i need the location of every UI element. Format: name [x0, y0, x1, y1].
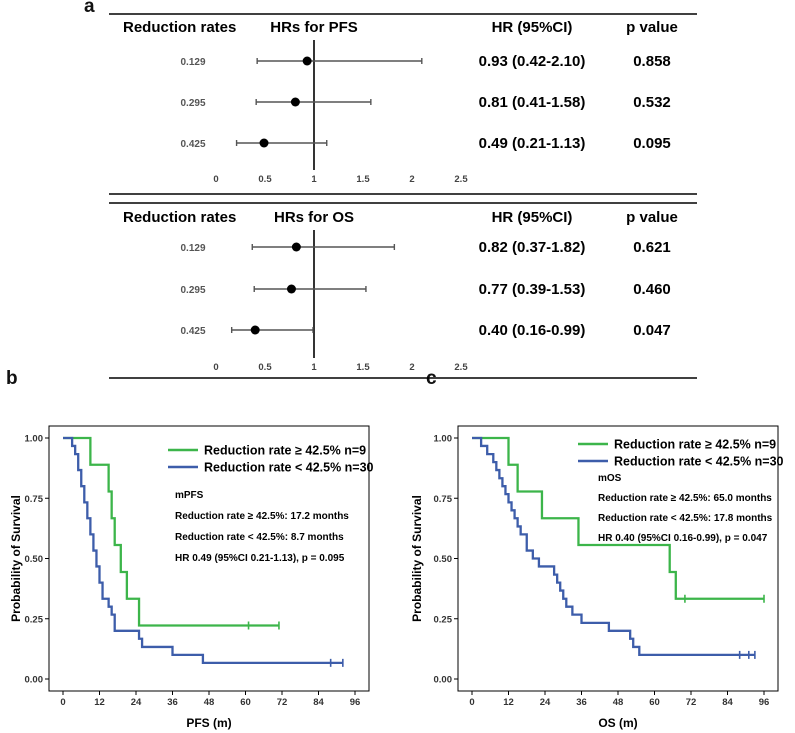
row-hr-text: 0.40 (0.16-0.99) [479, 322, 586, 339]
km-curve-low [472, 436, 755, 657]
x-tick-label: 0.5 [258, 362, 272, 373]
x-tick-label: 0.5 [258, 174, 272, 185]
x-tick-label: 84 [722, 697, 733, 708]
annotation-text: Reduction rate ≥ 42.5%: 17.2 months [175, 511, 349, 522]
x-axis-label: OS (m) [598, 716, 637, 730]
hr-point [291, 242, 301, 252]
panel-letter-b: b [6, 368, 18, 389]
hr-point [290, 97, 300, 107]
legend-label: Reduction rate < 42.5% n=30 [614, 455, 784, 469]
x-tick-label: 24 [131, 697, 142, 708]
y-tick-label: 0.25 [434, 614, 453, 625]
y-tick-label: 0.00 [434, 675, 453, 686]
x-tick-label: 2 [409, 362, 414, 373]
legend-label: Reduction rate ≥ 42.5% n=9 [204, 444, 366, 458]
hr-point [302, 56, 312, 66]
row-hr-text: 0.82 (0.37-1.82) [479, 239, 586, 256]
annotation-text: HR 0.40 (95%CI 0.16-0.99), p = 0.047 [598, 533, 768, 544]
x-tick-label: 2.5 [454, 174, 468, 185]
y-tick-label: 0.50 [25, 554, 44, 565]
y-axis-label: Probability of Survival [410, 495, 424, 622]
x-tick-label: 0 [60, 697, 65, 708]
x-tick-label: 60 [240, 697, 251, 708]
x-tick-label: 1.5 [356, 362, 370, 373]
x-tick-label: 12 [503, 697, 514, 708]
column-header-hr: HR (95%CI) [492, 209, 573, 226]
hr-point [286, 284, 296, 294]
hr-point [259, 138, 269, 148]
row-rate-label: 0.295 [180, 98, 205, 109]
y-tick-label: 0.75 [434, 494, 453, 505]
km-curve-high [472, 436, 764, 600]
row-p-value: 0.532 [633, 94, 671, 111]
x-tick-label: 24 [540, 697, 551, 708]
row-rate-label: 0.425 [180, 139, 205, 150]
km-curve-high [63, 436, 279, 627]
annotation-text: HR 0.49 (95%CI 0.21-1.13), p = 0.095 [175, 553, 345, 564]
y-axis-label: Probability of Survival [9, 495, 23, 622]
annotation-text: mPFS [175, 490, 204, 501]
x-tick-label: 96 [759, 697, 770, 708]
x-tick-label: 72 [686, 697, 697, 708]
column-header-hr: HR (95%CI) [492, 19, 573, 36]
y-tick-label: 0.25 [25, 614, 44, 625]
forest-plot-panel: Reduction rates HRs for PFS HR (95%CI) p va… [109, 13, 697, 379]
row-p-value: 0.621 [633, 239, 671, 256]
x-tick-label: 0 [213, 174, 218, 185]
row-p-value: 0.858 [633, 53, 671, 70]
annotation-text: Reduction rate < 42.5%: 17.8 months [598, 513, 773, 524]
row-rate-label: 0.129 [180, 57, 205, 68]
y-tick-label: 0.50 [434, 554, 453, 565]
x-tick-label: 1 [311, 362, 317, 373]
row-hr-text: 0.77 (0.39-1.53) [479, 281, 586, 298]
row-p-value: 0.047 [633, 322, 671, 339]
legend-label: Reduction rate < 42.5% n=30 [204, 461, 374, 475]
row-hr-text: 0.81 (0.41-1.58) [479, 94, 586, 111]
row-p-value: 0.460 [633, 281, 671, 298]
x-tick-label: 36 [576, 697, 587, 708]
row-rate-label: 0.425 [180, 326, 205, 337]
x-tick-label: 84 [313, 697, 324, 708]
column-header-rates: Reduction rates [123, 209, 236, 226]
x-tick-label: 1.5 [356, 174, 370, 185]
column-header-title: HRs for PFS [270, 19, 358, 36]
annotation-text: Reduction rate < 42.5%: 8.7 months [175, 532, 344, 543]
panel-letter-a: a [84, 0, 95, 17]
x-axis-label: PFS (m) [186, 716, 231, 730]
km-plot-pfs: 0.00 0.25 0.50 0.75 1.00 0 12 24 36 48 60 72 84 96 PFS… [9, 425, 374, 730]
y-tick-label: 1.00 [434, 434, 453, 445]
row-rate-label: 0.129 [180, 243, 205, 254]
legend-label: Reduction rate ≥ 42.5% n=9 [614, 438, 776, 452]
column-header-title: HRs for OS [274, 209, 354, 226]
column-header-p: p value [626, 19, 678, 36]
x-tick-label: 36 [167, 697, 178, 708]
hr-point [250, 325, 260, 335]
forest-table-pfs: Reduction rates HRs for PFS HR (95%CI) p va… [109, 13, 697, 195]
y-tick-label: 0.75 [25, 494, 44, 505]
x-tick-label: 2 [409, 174, 414, 185]
x-tick-label: 0 [213, 362, 218, 373]
x-tick-label: 48 [613, 697, 624, 708]
row-rate-label: 0.295 [180, 285, 205, 296]
column-header-p: p value [626, 209, 678, 226]
annotation-text: mOS [598, 473, 622, 484]
row-p-value: 0.095 [633, 135, 671, 152]
row-hr-text: 0.49 (0.21-1.13) [479, 135, 586, 152]
forest-table-os: Reduction rates HRs for OS HR (95%CI) p val… [109, 202, 697, 379]
row-hr-text: 0.93 (0.42-2.10) [479, 53, 586, 70]
x-tick-label: 72 [277, 697, 288, 708]
x-tick-label: 2.5 [454, 362, 468, 373]
y-tick-label: 1.00 [25, 434, 44, 445]
x-tick-label: 60 [649, 697, 660, 708]
x-tick-label: 1 [311, 174, 317, 185]
x-tick-label: 12 [94, 697, 105, 708]
column-header-rates: Reduction rates [123, 19, 236, 36]
y-tick-label: 0.00 [25, 675, 44, 686]
x-tick-label: 0 [469, 697, 474, 708]
km-plot-os: 0.00 0.25 0.50 0.75 1.00 0 12 24 36 48 60 72 84 96 OS … [410, 425, 784, 730]
km-curve-low [63, 436, 343, 665]
x-tick-label: 96 [350, 697, 361, 708]
x-tick-label: 48 [204, 697, 215, 708]
annotation-text: Reduction rate ≥ 42.5%: 65.0 months [598, 493, 772, 504]
